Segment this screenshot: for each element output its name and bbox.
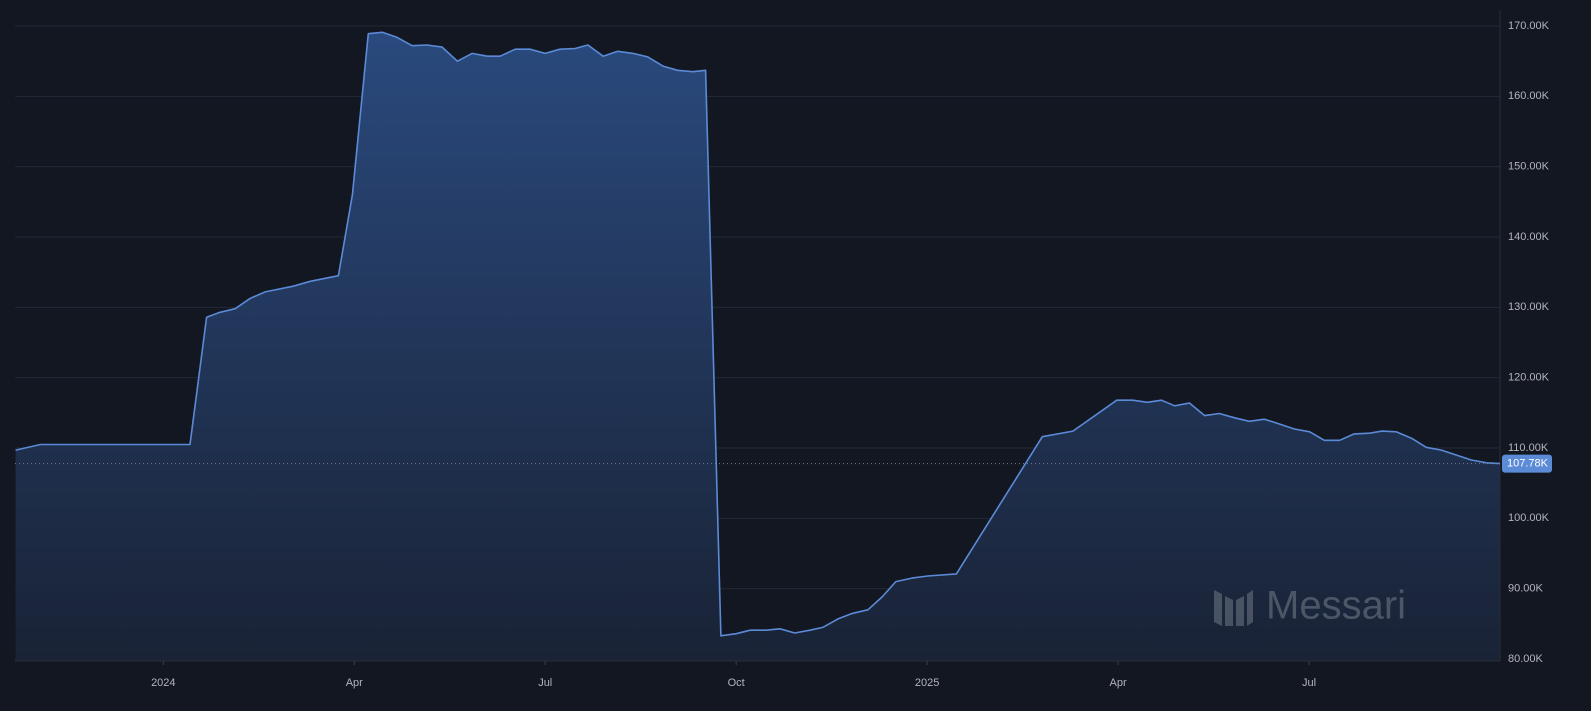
x-tick-label: 2025 [915,677,939,689]
x-tick-label: Oct [728,677,745,689]
y-tick-label: 130.00K [1508,301,1550,313]
y-tick-label: 170.00K [1508,20,1550,32]
y-tick-label: 90.00K [1508,583,1544,595]
last-value-label: 107.78K [1507,458,1549,470]
x-tick-label: 2024 [151,677,175,689]
y-tick-label: 100.00K [1508,512,1550,524]
y-tick-label: 80.00K [1508,653,1544,665]
y-tick-label: 110.00K [1508,442,1549,454]
x-tick-label: Jul [538,677,552,689]
y-tick-label: 160.00K [1508,90,1550,102]
last-value-badge [1502,454,1552,473]
x-tick-label: Jul [1302,677,1316,689]
area [15,32,1501,662]
y-tick-label: 150.00K [1508,161,1550,173]
y-tick-label: 120.00K [1508,372,1550,384]
watermark: Messari [1266,584,1406,628]
watermark-logo [1214,590,1253,626]
x-tick-label: Apr [346,677,363,689]
line [15,31,1501,637]
y-tick-label: 140.00K [1508,231,1550,243]
x-tick-label: Apr [1110,677,1127,689]
